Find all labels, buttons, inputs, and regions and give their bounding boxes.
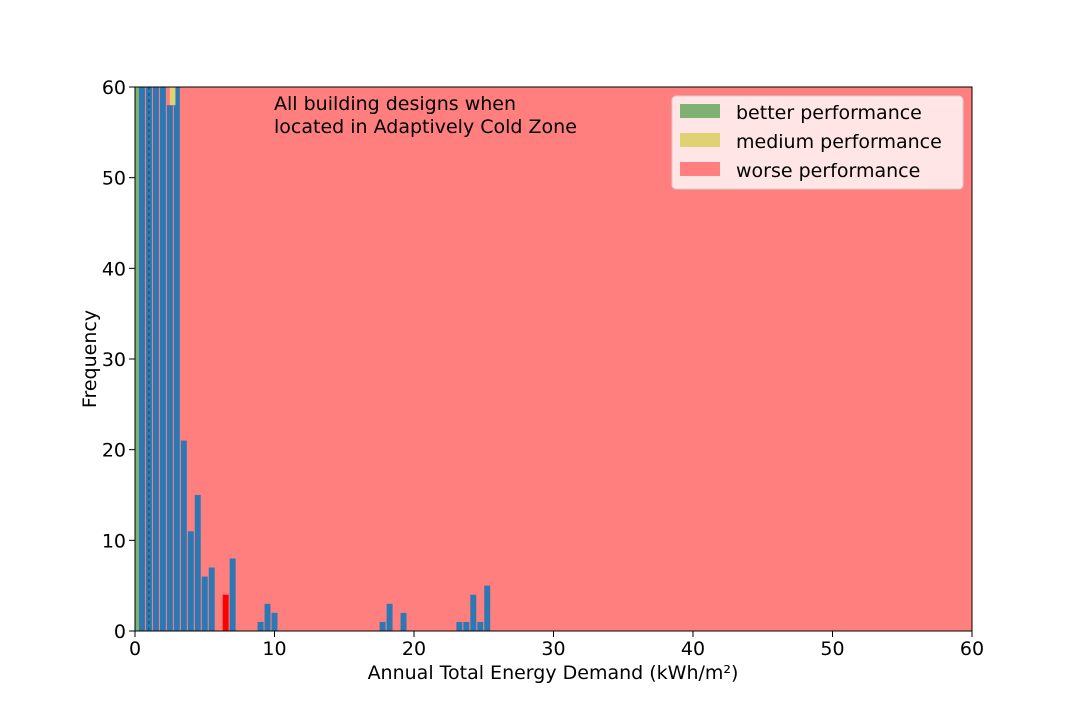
x-tick-label: 0: [129, 638, 141, 660]
x-axis-ticks: 0 10 20 30 40 50 60: [129, 631, 984, 660]
y-tick-label: 60: [102, 77, 126, 99]
histogram-bar: [208, 567, 215, 631]
y-axis-label: Frequency: [79, 310, 101, 408]
legend-swatch-better: [680, 104, 720, 118]
legend-label-worse: worse performance: [736, 160, 920, 182]
annotation-line-1: All building designs when: [274, 93, 516, 115]
histogram-bar: [152, 87, 159, 631]
legend-label-better: better performance: [736, 102, 922, 124]
histogram-bar: [201, 576, 208, 631]
region-better: [135, 87, 141, 631]
histogram-bar: [477, 621, 484, 631]
histogram-bar: [159, 87, 166, 631]
y-tick-label: 20: [102, 440, 126, 462]
x-tick-label: 20: [402, 638, 426, 660]
x-tick-label: 40: [681, 638, 705, 660]
histogram-bar: [386, 603, 393, 631]
y-tick-label: 50: [102, 168, 126, 190]
x-tick-label: 30: [541, 638, 565, 660]
histogram-bar: [264, 603, 271, 631]
legend: better performance medium performance wo…: [671, 95, 964, 190]
histogram-bar: [166, 105, 173, 632]
x-tick-label: 10: [262, 638, 286, 660]
histogram-bar: [257, 621, 264, 631]
histogram-bar: [187, 531, 194, 631]
x-tick-label: 60: [960, 638, 984, 660]
y-axis-ticks: 0 10 20 30 40 50 60: [102, 77, 135, 643]
legend-swatch-medium: [680, 133, 720, 147]
histogram-bar: [379, 621, 386, 631]
histogram-bar: [463, 621, 470, 631]
x-tick-label: 50: [820, 638, 844, 660]
legend-swatch-worse: [680, 162, 720, 176]
histogram-bar: [456, 621, 463, 631]
annotation-line-2: located in Adaptively Cold Zone: [274, 116, 577, 138]
histogram-bar: [139, 87, 145, 631]
histogram-bar: [484, 585, 491, 631]
legend-box: [671, 95, 964, 190]
histogram-bar: [271, 612, 278, 631]
y-tick-label: 30: [102, 349, 126, 371]
x-axis-label: Annual Total Energy Demand (kWh/m²): [368, 662, 739, 684]
histogram-bar: [400, 612, 407, 631]
y-tick-label: 40: [102, 258, 126, 280]
histogram-bar: [222, 594, 229, 631]
y-tick-label: 0: [114, 621, 126, 643]
legend-label-medium: medium performance: [736, 131, 942, 153]
histogram-bar: [194, 495, 201, 631]
histogram-bar: [470, 594, 477, 631]
y-tick-label: 10: [102, 530, 126, 552]
histogram-bar: [229, 558, 236, 631]
region-medium: [169, 87, 176, 106]
histogram-bar: [173, 87, 180, 631]
histogram-bar: [180, 440, 187, 631]
